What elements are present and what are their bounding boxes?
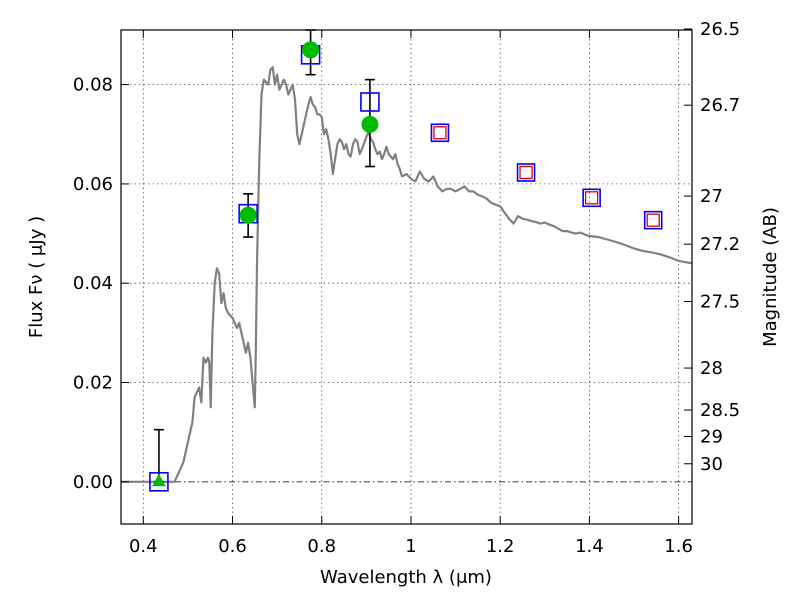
right-axis-tick-label: 26.5 — [700, 19, 740, 40]
right-axis-tick-label: 26.7 — [700, 95, 740, 116]
predicted-flux-inner-marker — [646, 213, 660, 227]
predicted-flux-inner-marker — [433, 126, 447, 140]
right-axis-tick-label: 27 — [700, 186, 723, 207]
right-axis-tick-label: 30 — [700, 454, 723, 475]
right-axis-tick-label: 28 — [700, 358, 723, 379]
model-band-marker — [152, 473, 166, 487]
y-axis-title: Flux Fν ( μJy ) — [26, 216, 47, 338]
observed-flux-marker — [149, 471, 169, 492]
right-axis-tick-label: 27.2 — [700, 234, 740, 255]
predicted-flux-outer-marker — [643, 210, 663, 230]
predicted-flux-outer-marker — [516, 163, 536, 182]
axis-ticks: 0.4 0.6 0.8 1 1.2 1.4 1.6 0.00 0.02 0.04 0.06 0.08 2… — [73, 19, 740, 557]
plot-background — [121, 30, 692, 524]
model-band-marker — [361, 115, 379, 133]
data-markers — [149, 29, 663, 492]
x-tick-label: 1.2 — [486, 536, 515, 557]
y-tick-label: 0.06 — [73, 174, 113, 195]
predicted-flux-inner-marker — [584, 191, 599, 205]
predicted-flux-inner-marker — [519, 165, 533, 180]
right-axis-tick-label: 27.5 — [700, 292, 740, 313]
plot-frame — [120, 29, 693, 525]
x-tick-label: 0.8 — [307, 536, 336, 557]
right-axis-tick-label: 28.5 — [700, 400, 740, 421]
model-band-marker — [302, 41, 320, 59]
model-spectrum-line — [121, 66, 693, 483]
predicted-flux-outer-marker — [582, 188, 601, 208]
x-tick-label: 1.4 — [575, 536, 604, 557]
y-tick-label: 0.04 — [73, 273, 113, 294]
y-tick-label: 0.02 — [73, 373, 113, 394]
x-tick-label: 0.4 — [129, 536, 158, 557]
x-tick-label: 1.6 — [664, 536, 693, 557]
right-axis-tick-label: 29 — [700, 427, 723, 448]
right-axis-title: Magnitude (AB) — [760, 207, 781, 347]
y-tick-label: 0.00 — [73, 472, 113, 493]
observed-flux-marker — [360, 92, 380, 112]
y-tick-label: 0.08 — [73, 75, 113, 96]
model-band-marker — [239, 206, 257, 224]
predicted-flux-outer-marker — [430, 123, 450, 143]
x-axis-title: Wavelength λ (μm) — [320, 567, 492, 588]
x-tick-label: 1 — [405, 536, 416, 557]
x-tick-label: 0.6 — [218, 536, 247, 557]
